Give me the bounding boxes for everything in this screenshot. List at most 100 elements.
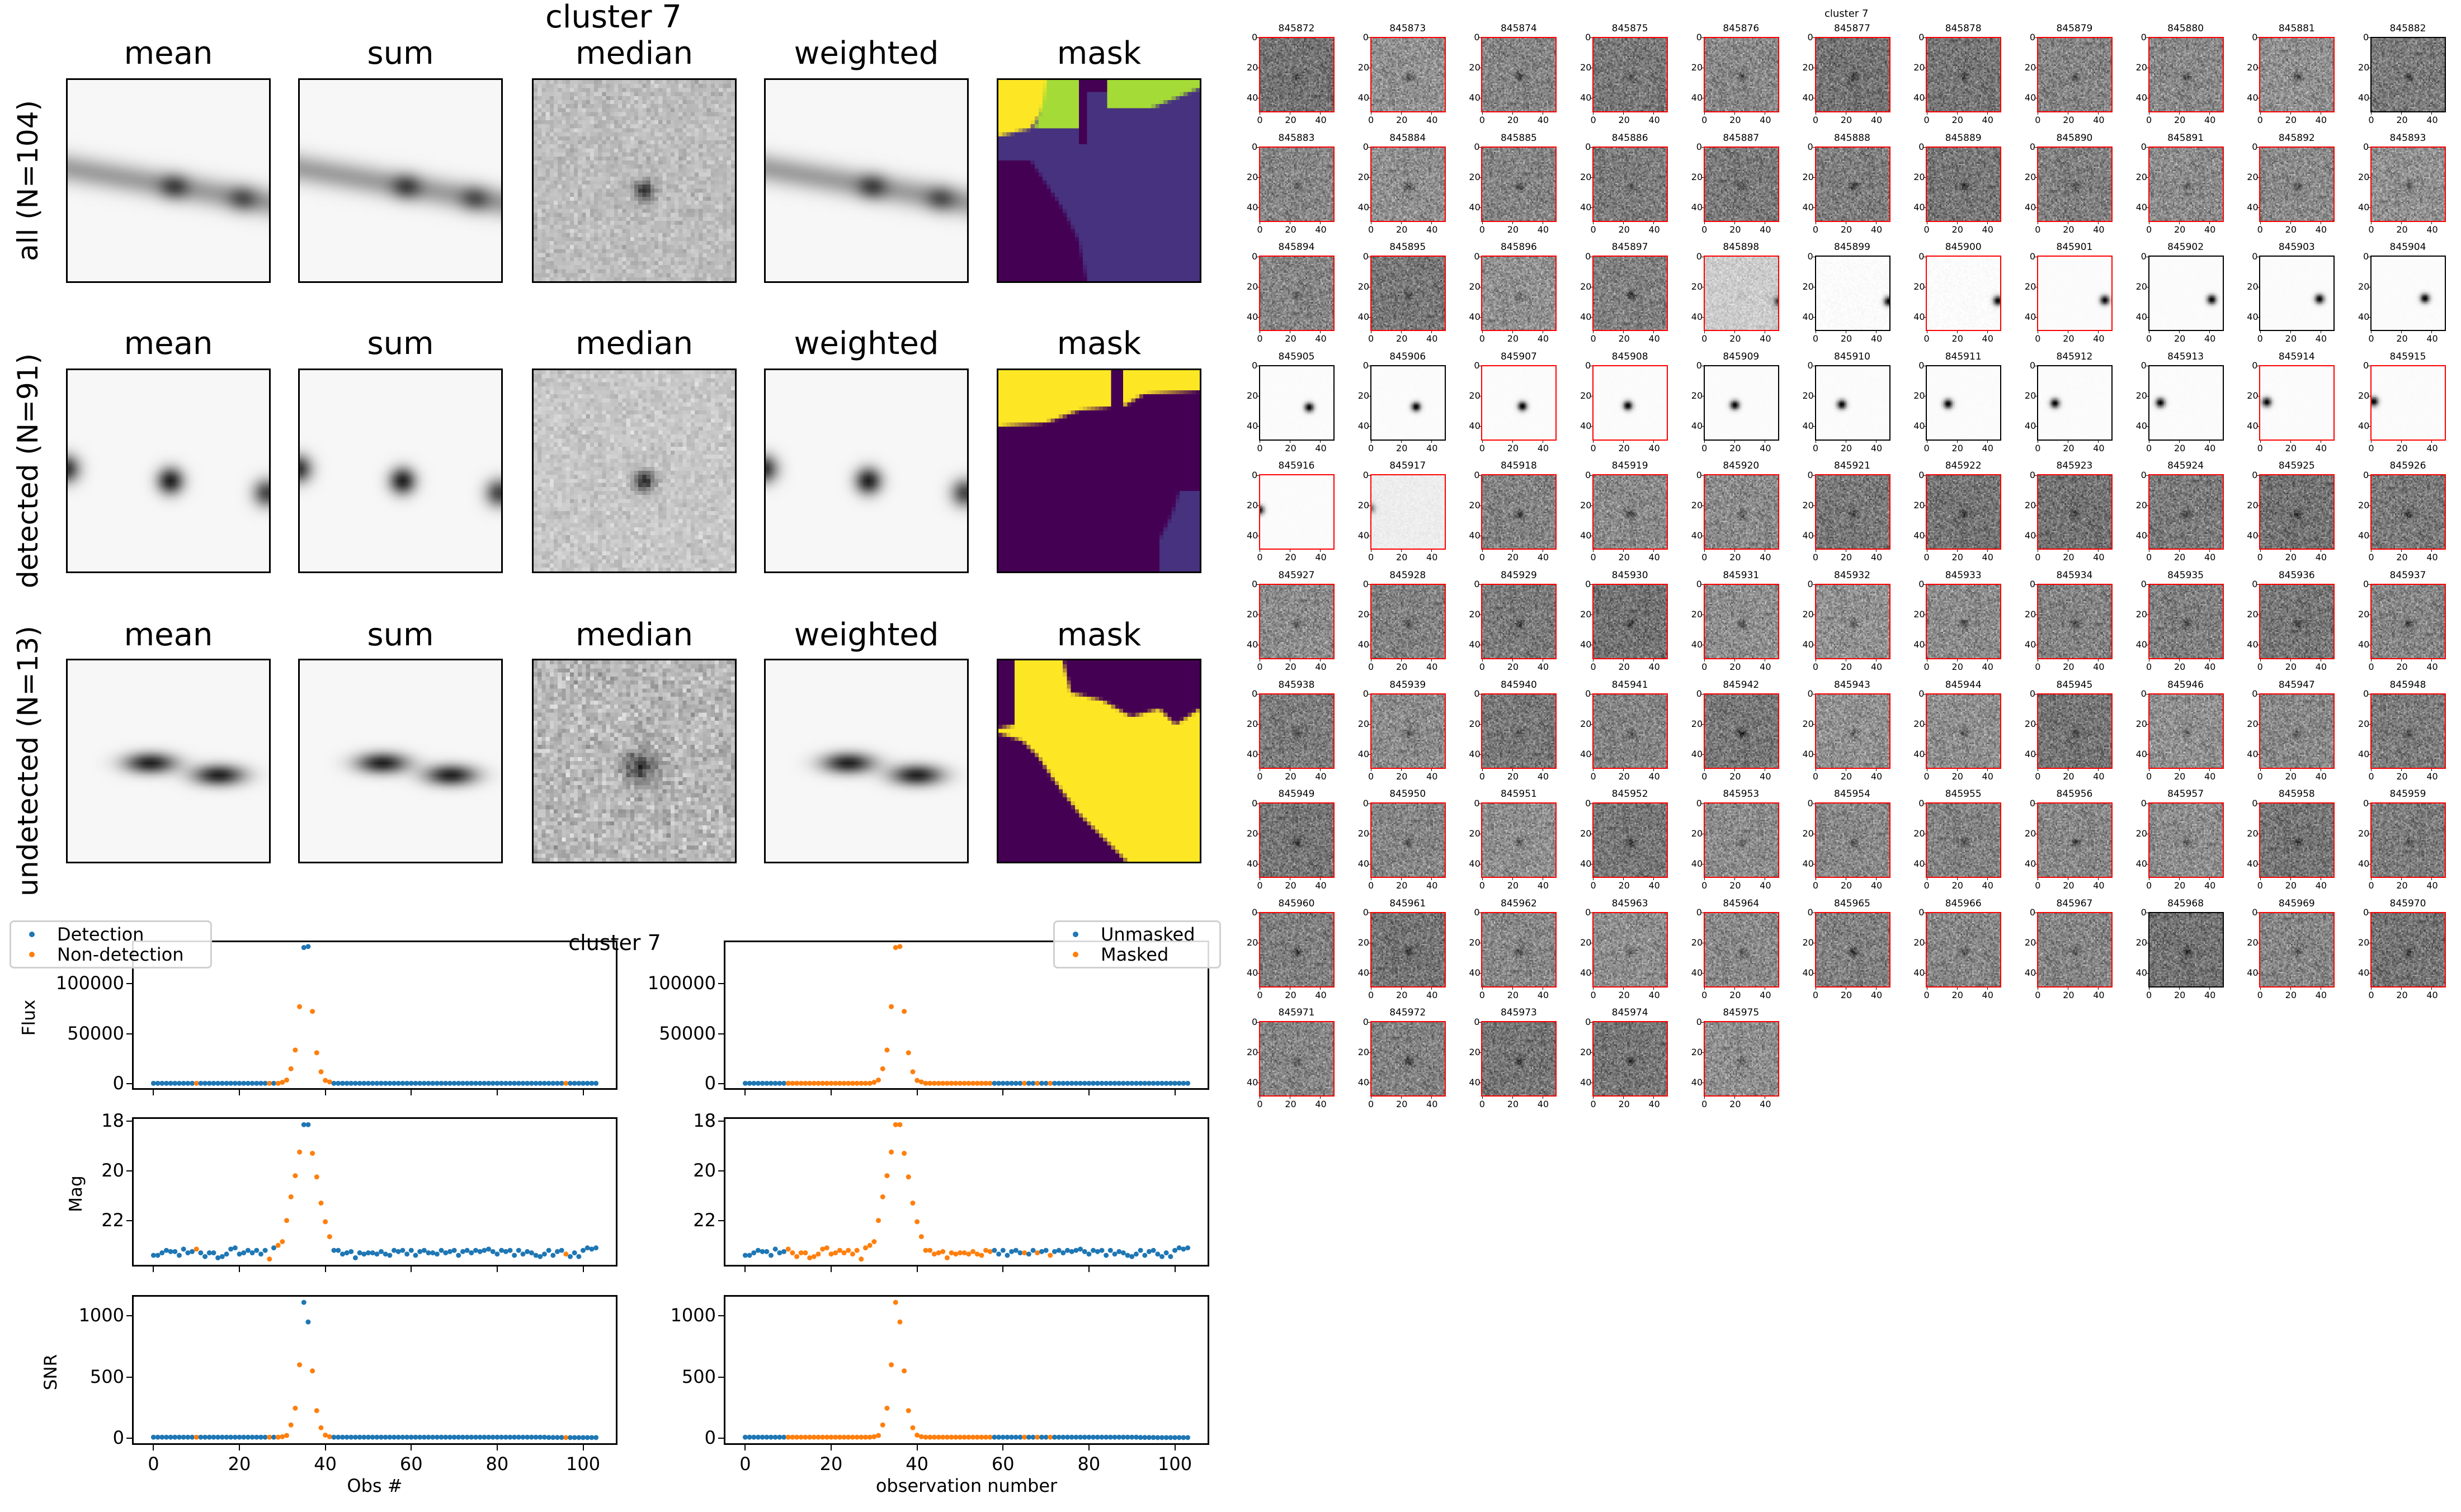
thumbnail[interactable] xyxy=(1592,693,1668,769)
thumbnail[interactable] xyxy=(1814,911,1890,987)
thumbnail[interactable] xyxy=(1592,911,1668,987)
thumbnail[interactable] xyxy=(2259,256,2335,332)
thumbnail[interactable] xyxy=(2370,584,2446,659)
thumbnail[interactable] xyxy=(1592,365,1668,441)
thumbnail[interactable] xyxy=(1481,1021,1557,1097)
thumbnail[interactable] xyxy=(2036,693,2113,769)
thumbnail[interactable] xyxy=(1370,146,1446,222)
thumbnail[interactable] xyxy=(2259,584,2335,659)
legend-entry[interactable]: Non-detection xyxy=(21,944,200,965)
thumbnail[interactable] xyxy=(1592,256,1668,332)
thumbnail[interactable] xyxy=(1592,584,1668,659)
thumbnail[interactable] xyxy=(2259,802,2335,878)
thumbnail[interactable] xyxy=(1481,146,1557,222)
thumbnail[interactable] xyxy=(1259,911,1335,987)
thumbnail[interactable] xyxy=(1703,146,1779,222)
thumbnail[interactable] xyxy=(2148,584,2224,659)
thumbnail[interactable] xyxy=(1259,693,1335,769)
thumbnail[interactable] xyxy=(1481,365,1557,441)
thumbnail[interactable] xyxy=(1814,256,1890,332)
thumbnail[interactable] xyxy=(2370,911,2446,987)
thumbnail[interactable] xyxy=(1592,474,1668,550)
thumbnail[interactable] xyxy=(1370,802,1446,878)
thumbnail[interactable] xyxy=(2370,365,2446,441)
thumbnail[interactable] xyxy=(1259,365,1335,441)
thumbnail[interactable] xyxy=(1703,365,1779,441)
thumbnail[interactable] xyxy=(1592,802,1668,878)
thumbnail[interactable] xyxy=(1926,693,2002,769)
thumbnail[interactable] xyxy=(2148,474,2224,550)
thumbnail[interactable] xyxy=(1370,365,1446,441)
thumbnail[interactable] xyxy=(2148,256,2224,332)
thumbnail[interactable] xyxy=(2036,584,2113,659)
thumbnail[interactable] xyxy=(1926,256,2002,332)
thumbnail[interactable] xyxy=(2370,37,2446,112)
thumbnail[interactable] xyxy=(1814,474,1890,550)
thumbnail[interactable] xyxy=(1370,256,1446,332)
thumbnail[interactable] xyxy=(1259,256,1335,332)
thumbnail[interactable] xyxy=(1370,911,1446,987)
thumbnail[interactable] xyxy=(1592,146,1668,222)
thumbnail[interactable] xyxy=(1926,146,2002,222)
thumbnail[interactable] xyxy=(1481,911,1557,987)
thumbnail[interactable] xyxy=(2036,911,2113,987)
thumbnail[interactable] xyxy=(2036,802,2113,878)
thumbnail[interactable] xyxy=(1592,37,1668,112)
thumbnail[interactable] xyxy=(2036,474,2113,550)
thumbnail[interactable] xyxy=(1703,474,1779,550)
thumbnail[interactable] xyxy=(1481,693,1557,769)
thumbnail[interactable] xyxy=(2148,146,2224,222)
thumbnail[interactable] xyxy=(1926,474,2002,550)
thumbnail[interactable] xyxy=(2148,37,2224,112)
thumbnail[interactable] xyxy=(1703,802,1779,878)
thumbnail[interactable] xyxy=(2036,146,2113,222)
thumbnail[interactable] xyxy=(1703,693,1779,769)
thumbnail[interactable] xyxy=(1814,365,1890,441)
thumbnail[interactable] xyxy=(2148,911,2224,987)
thumbnail[interactable] xyxy=(1926,37,2002,112)
thumbnail[interactable] xyxy=(2259,146,2335,222)
thumbnail[interactable] xyxy=(1703,1021,1779,1097)
thumbnail[interactable] xyxy=(2036,365,2113,441)
legend-entry[interactable]: Masked xyxy=(1065,944,1209,965)
thumbnail[interactable] xyxy=(1481,256,1557,332)
thumbnail[interactable] xyxy=(2370,474,2446,550)
thumbnail[interactable] xyxy=(1703,37,1779,112)
legend-entry[interactable]: Detection xyxy=(21,924,200,944)
thumbnail[interactable] xyxy=(1481,474,1557,550)
thumbnail[interactable] xyxy=(1370,474,1446,550)
thumbnail[interactable] xyxy=(1703,911,1779,987)
thumbnail[interactable] xyxy=(1481,802,1557,878)
thumbnail[interactable] xyxy=(1926,365,2002,441)
thumbnail[interactable] xyxy=(1814,37,1890,112)
thumbnail[interactable] xyxy=(1814,802,1890,878)
thumbnail[interactable] xyxy=(2259,474,2335,550)
thumbnail[interactable] xyxy=(1926,911,2002,987)
thumbnail[interactable] xyxy=(2036,37,2113,112)
thumbnail[interactable] xyxy=(1370,693,1446,769)
thumbnail[interactable] xyxy=(1370,584,1446,659)
thumbnail[interactable] xyxy=(1259,474,1335,550)
thumbnail[interactable] xyxy=(2370,693,2446,769)
thumbnail[interactable] xyxy=(1703,584,1779,659)
thumbnail[interactable] xyxy=(1259,146,1335,222)
legend-entry[interactable]: Unmasked xyxy=(1065,924,1209,944)
thumbnail[interactable] xyxy=(1259,37,1335,112)
thumbnail[interactable] xyxy=(1259,1021,1335,1097)
thumbnail[interactable] xyxy=(2370,146,2446,222)
thumbnail[interactable] xyxy=(1703,256,1779,332)
thumbnail[interactable] xyxy=(1481,584,1557,659)
thumbnail[interactable] xyxy=(2259,911,2335,987)
thumbnail[interactable] xyxy=(1814,693,1890,769)
thumbnail[interactable] xyxy=(2259,365,2335,441)
thumbnail[interactable] xyxy=(2370,256,2446,332)
thumbnail[interactable] xyxy=(1259,802,1335,878)
thumbnail[interactable] xyxy=(2148,802,2224,878)
thumbnail[interactable] xyxy=(2148,365,2224,441)
thumbnail[interactable] xyxy=(1814,146,1890,222)
thumbnail[interactable] xyxy=(1814,584,1890,659)
thumbnail[interactable] xyxy=(1370,1021,1446,1097)
thumbnail[interactable] xyxy=(1481,37,1557,112)
thumbnail[interactable] xyxy=(1926,584,2002,659)
thumbnail[interactable] xyxy=(1259,584,1335,659)
